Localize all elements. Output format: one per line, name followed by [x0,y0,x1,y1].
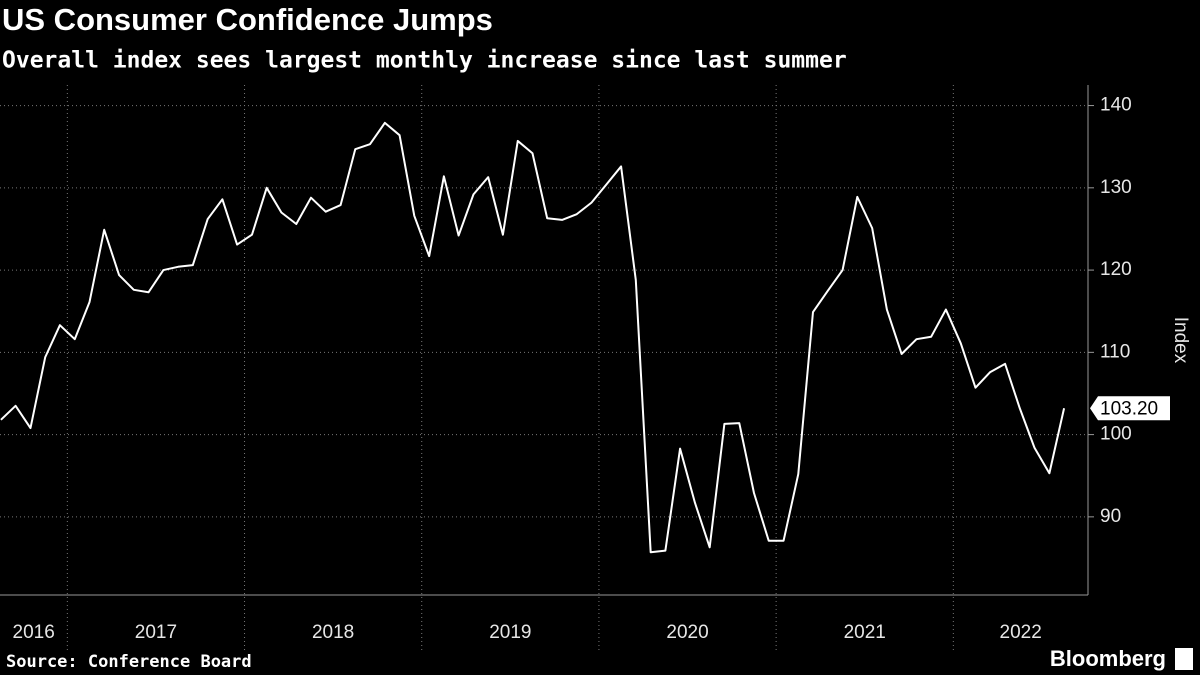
y-tick-label: 120 [1100,259,1132,280]
brand-icon [1175,648,1193,670]
end-label-box [1090,396,1170,421]
y-tick-label: 140 [1100,95,1132,116]
x-tick-label: 2021 [844,622,886,643]
brand: Bloomberg [1050,646,1166,671]
y-tick-label: 110 [1100,341,1130,362]
x-tick-label: 2020 [666,622,708,643]
chart-subtitle: Overall index sees largest monthly incre… [2,48,847,74]
y-axis-label: Index [1170,317,1191,364]
x-tick-label: 2018 [312,622,354,643]
x-tick-label: 2022 [1000,622,1042,643]
y-tick-label: 130 [1100,177,1132,198]
y-tick-label: 100 [1100,424,1132,445]
x-tick-label: 2019 [489,622,531,643]
chart-title: US Consumer Confidence Jumps [2,2,493,37]
x-tick-label: 2017 [135,622,177,643]
end-label: 103.20 [1100,398,1158,419]
source: Source: Conference Board [6,652,252,672]
x-tick-label: 2016 [13,622,55,643]
y-tick-label: 90 [1100,506,1121,527]
line [0,121,1066,554]
